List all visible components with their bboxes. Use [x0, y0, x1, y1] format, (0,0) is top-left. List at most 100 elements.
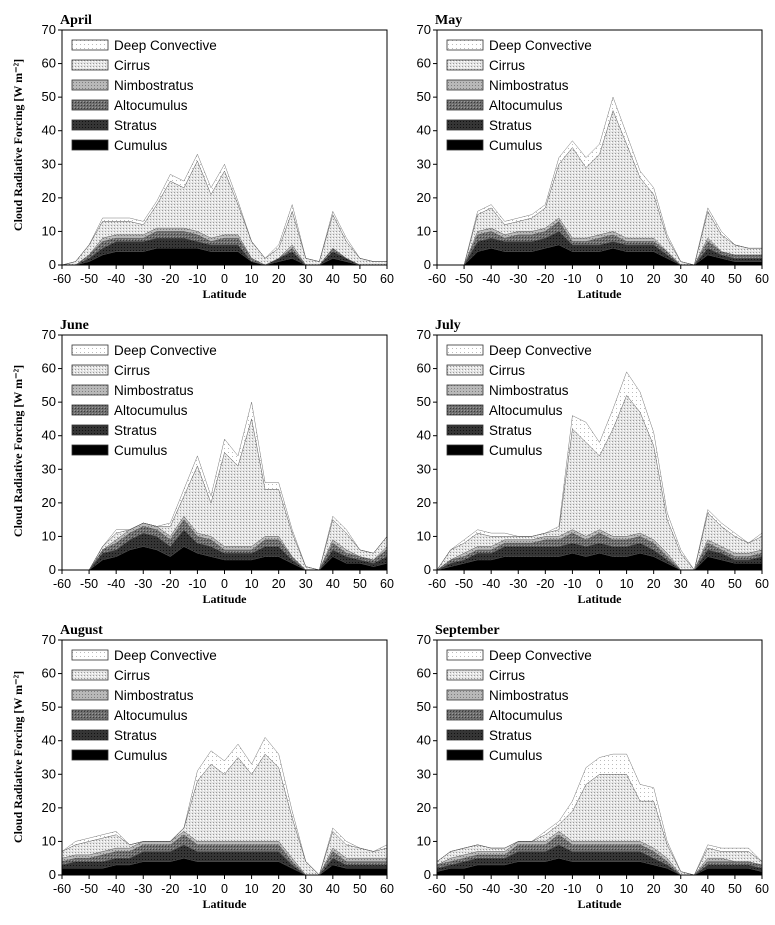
y-tick-label: 70 [417, 22, 431, 37]
legend-label-cumulus: Cumulus [489, 748, 543, 763]
legend-label-deep-convective: Deep Convective [114, 343, 217, 358]
y-axis-label-row-1: Cloud Radiative Forcing [W m⁻²] [11, 59, 25, 231]
x-tick-label: -40 [107, 882, 125, 896]
panels: 0 10 20 30 40 50 60 70 -60 -50 -40 -30 -20 -10 0 10 20 30… [42, 13, 769, 911]
x-tick-label: -30 [509, 272, 527, 286]
legend-swatch-nimbostratus [446, 384, 484, 396]
chart-panel-july: 0 10 20 30 40 50 60 70 -60 -50 -40 -30 -20 -10 0 10 20 30… [417, 318, 769, 606]
chart-panel-may: 0 10 20 30 40 50 60 70 -60 -50 -40 -30 -20 -10 0 10 20 30… [417, 13, 769, 301]
x-tick-label: 50 [353, 272, 367, 286]
legend-label-cumulus: Cumulus [114, 748, 168, 763]
legend-label-altocumulus: Altocumulus [489, 708, 563, 723]
x-tick-label: -10 [563, 882, 581, 896]
y-tick-label: 20 [417, 800, 431, 815]
x-tick-label: -60 [428, 882, 446, 896]
y-tick-label: 40 [42, 123, 56, 138]
legend-swatch-cumulus [71, 749, 109, 761]
x-tick-label: -10 [188, 272, 206, 286]
y-tick-label: 50 [42, 699, 56, 714]
legend-swatch-altocumulus [71, 404, 109, 416]
legend-swatch-nimbostratus [71, 689, 109, 701]
y-tick-label: 60 [417, 361, 431, 376]
legend-label-deep-convective: Deep Convective [489, 343, 592, 358]
legend-label-nimbostratus: Nimbostratus [114, 688, 194, 703]
x-tick-label: -40 [107, 577, 125, 591]
legend-swatch-nimbostratus [446, 689, 484, 701]
x-tick-label: 10 [620, 272, 634, 286]
y-tick-label: 60 [42, 361, 56, 376]
panel-title: April [60, 13, 92, 28]
x-tick-label: -50 [455, 577, 473, 591]
legend-swatch-stratus [71, 119, 109, 131]
x-tick-label: -40 [482, 882, 500, 896]
x-tick-label: 40 [701, 272, 715, 286]
legend-swatch-nimbostratus [446, 79, 484, 91]
chart-panel-april: 0 10 20 30 40 50 60 70 -60 -50 -40 -30 -20 -10 0 10 20 30… [42, 13, 394, 301]
y-tick-label: 0 [424, 257, 431, 272]
y-tick-label: 20 [42, 800, 56, 815]
legend-label-cirrus: Cirrus [489, 58, 525, 73]
x-tick-label: -50 [455, 272, 473, 286]
legend-label-stratus: Stratus [489, 118, 532, 133]
legend-label-cirrus: Cirrus [114, 363, 150, 378]
x-tick-label: 40 [701, 882, 715, 896]
legend-label-cumulus: Cumulus [114, 138, 168, 153]
y-tick-label: 10 [42, 833, 56, 848]
x-tick-label: 10 [245, 272, 259, 286]
x-tick-label: 40 [701, 577, 715, 591]
x-tick-label: 50 [728, 577, 742, 591]
y-tick-label: 0 [49, 562, 56, 577]
y-tick-label: 0 [424, 562, 431, 577]
x-tick-label: 50 [353, 882, 367, 896]
x-tick-label: 60 [380, 882, 394, 896]
y-tick-label: 40 [42, 733, 56, 748]
x-tick-label: 20 [647, 272, 661, 286]
x-axis-label: Latitude [202, 287, 247, 301]
chart-panel-august: 0 10 20 30 40 50 60 70 -60 -50 -40 -30 -20 -10 0 10 20 30… [42, 623, 394, 911]
legend-label-stratus: Stratus [489, 423, 532, 438]
x-tick-label: 60 [380, 272, 394, 286]
legend-swatch-cirrus [446, 669, 484, 681]
legend-swatch-deep-convective [71, 344, 109, 356]
x-tick-label: -20 [536, 272, 554, 286]
legend-swatch-deep-convective [71, 649, 109, 661]
y-tick-label: 20 [417, 495, 431, 510]
x-tick-label: -50 [455, 882, 473, 896]
x-tick-label: 20 [647, 882, 661, 896]
x-tick-label: -40 [482, 577, 500, 591]
legend-swatch-deep-convective [446, 344, 484, 356]
x-tick-label: 60 [755, 577, 769, 591]
x-tick-label: 30 [674, 882, 688, 896]
legend-label-nimbostratus: Nimbostratus [114, 383, 194, 398]
legend-label-cirrus: Cirrus [489, 668, 525, 683]
legend-swatch-nimbostratus [71, 79, 109, 91]
x-tick-label: 30 [299, 577, 313, 591]
legend-label-deep-convective: Deep Convective [489, 648, 592, 663]
x-tick-label: -50 [80, 577, 98, 591]
legend-swatch-cumulus [71, 139, 109, 151]
y-tick-label: 50 [42, 394, 56, 409]
legend-label-nimbostratus: Nimbostratus [489, 78, 569, 93]
y-tick-label: 60 [417, 666, 431, 681]
y-tick-label: 40 [417, 733, 431, 748]
legend-swatch-stratus [71, 729, 109, 741]
y-tick-label: 20 [42, 190, 56, 205]
legend-label-cirrus: Cirrus [489, 363, 525, 378]
x-tick-label: -60 [53, 272, 71, 286]
x-tick-label: 30 [674, 577, 688, 591]
legend-label-cirrus: Cirrus [114, 668, 150, 683]
x-tick-label: -60 [53, 577, 71, 591]
y-tick-label: 30 [417, 766, 431, 781]
panel-title: May [435, 13, 462, 28]
y-tick-label: 70 [42, 632, 56, 647]
panel-title: July [435, 318, 461, 333]
x-axis-label: Latitude [577, 287, 622, 301]
legend-swatch-cumulus [446, 444, 484, 456]
legend-swatch-altocumulus [446, 99, 484, 111]
chart-panel-september: 0 10 20 30 40 50 60 70 -60 -50 -40 -30 -20 -10 0 10 20 30… [417, 623, 769, 911]
x-tick-label: -40 [482, 272, 500, 286]
y-tick-label: 30 [42, 461, 56, 476]
legend-label-cirrus: Cirrus [114, 58, 150, 73]
x-tick-label: 0 [596, 272, 603, 286]
